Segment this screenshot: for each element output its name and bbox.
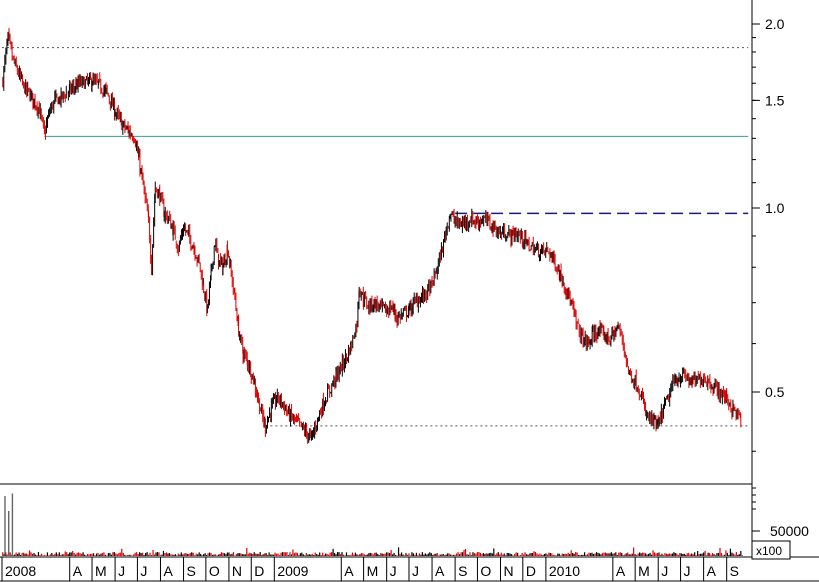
time-tick-label: J [412, 563, 419, 579]
volume-panel [2, 493, 743, 556]
price-axis: 2.0 1.5 1.0 0.5 [752, 16, 785, 452]
time-tick-label: J [684, 563, 691, 579]
volume-tick-label: 50000 [770, 523, 809, 539]
time-tick-label: A [73, 563, 83, 579]
volume-unit-label: x100 [756, 544, 782, 558]
time-tick-label: M [367, 563, 379, 579]
time-tick-label: 2009 [277, 563, 308, 579]
volume-unit-box [751, 540, 791, 560]
time-tick-label: A [163, 563, 173, 579]
time-tick-label: N [232, 563, 242, 579]
time-tick-label: A [707, 563, 717, 579]
volume-bars [2, 493, 743, 556]
price-tick-label: 2.0 [765, 16, 785, 32]
time-tick-label: O [209, 563, 220, 579]
time-tick-label: D [526, 563, 536, 579]
time-tick-label: A [344, 563, 354, 579]
time-tick-label: N [503, 563, 513, 579]
price-panel [2, 27, 749, 444]
time-tick-label: 2010 [549, 563, 580, 579]
time-tick-label: J [140, 563, 147, 579]
time-tick-label: J [118, 563, 125, 579]
price-candles [2, 27, 742, 444]
time-tick-label: S [187, 563, 196, 579]
time-axis: 2008 A M J J A S O N D 2009 A M J J A S O N D 2010 A M J J A S [1, 557, 739, 581]
time-tick-label: 2008 [5, 563, 36, 579]
time-tick-label: A [616, 563, 626, 579]
time-tick-label: J [661, 563, 668, 579]
time-tick-label: D [254, 563, 264, 579]
time-tick-label: M [95, 563, 107, 579]
price-tick-label: 0.5 [765, 384, 785, 400]
reference-lines [2, 47, 749, 427]
time-tick-label: O [480, 563, 491, 579]
time-tick-label: J [390, 563, 397, 579]
time-tick-label: S [458, 563, 467, 579]
volume-axis: x100 50000 [751, 487, 809, 560]
price-tick-label: 1.5 [765, 92, 785, 108]
price-tick-label: 1.0 [765, 200, 785, 216]
time-tick-label: S [730, 563, 739, 579]
time-tick-label: A [435, 563, 445, 579]
time-tick-label: M [638, 563, 650, 579]
